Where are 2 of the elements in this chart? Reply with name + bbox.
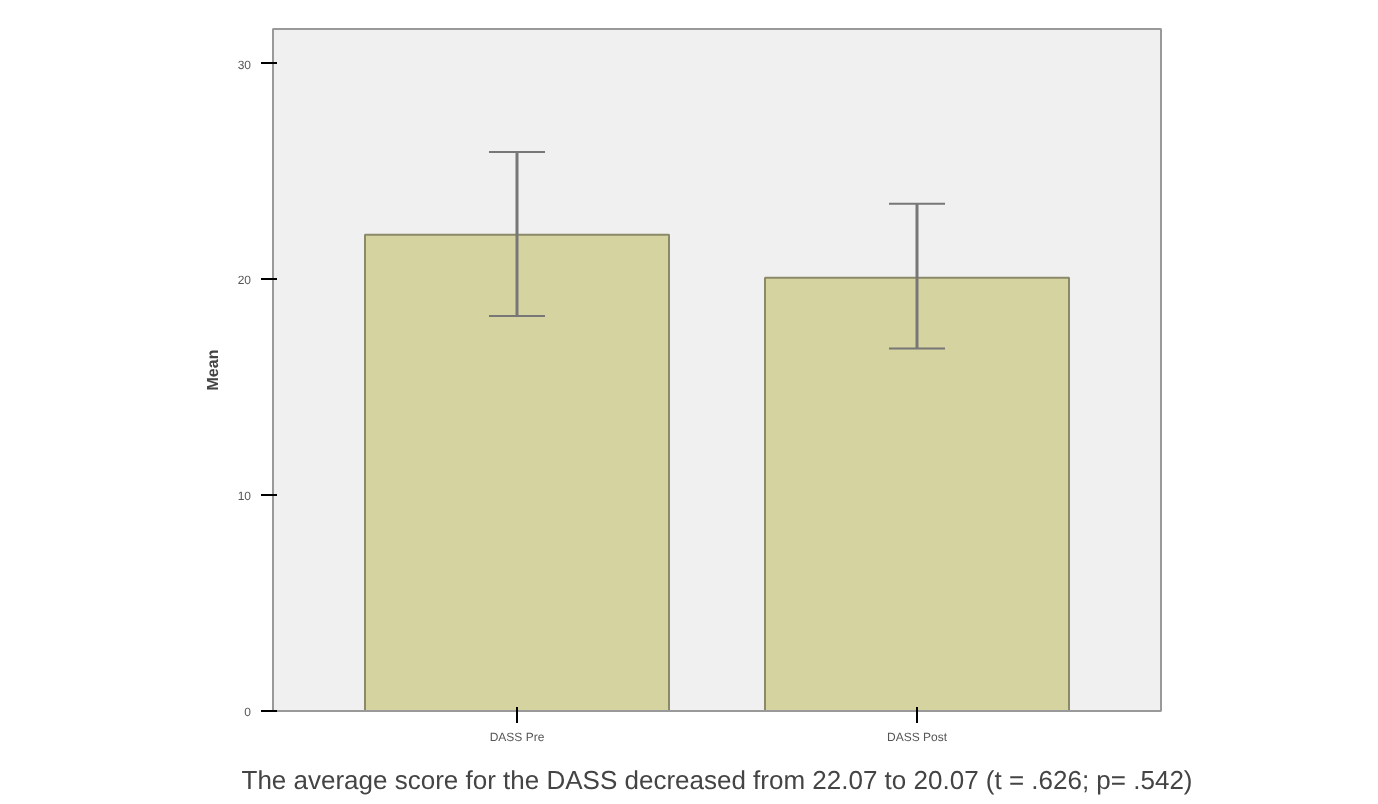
y-axis-title: Mean <box>203 349 222 391</box>
text: The average score for the DASS decreased from 22.07 to 20.07 (t = .626; p= .542) <box>241 765 1193 795</box>
